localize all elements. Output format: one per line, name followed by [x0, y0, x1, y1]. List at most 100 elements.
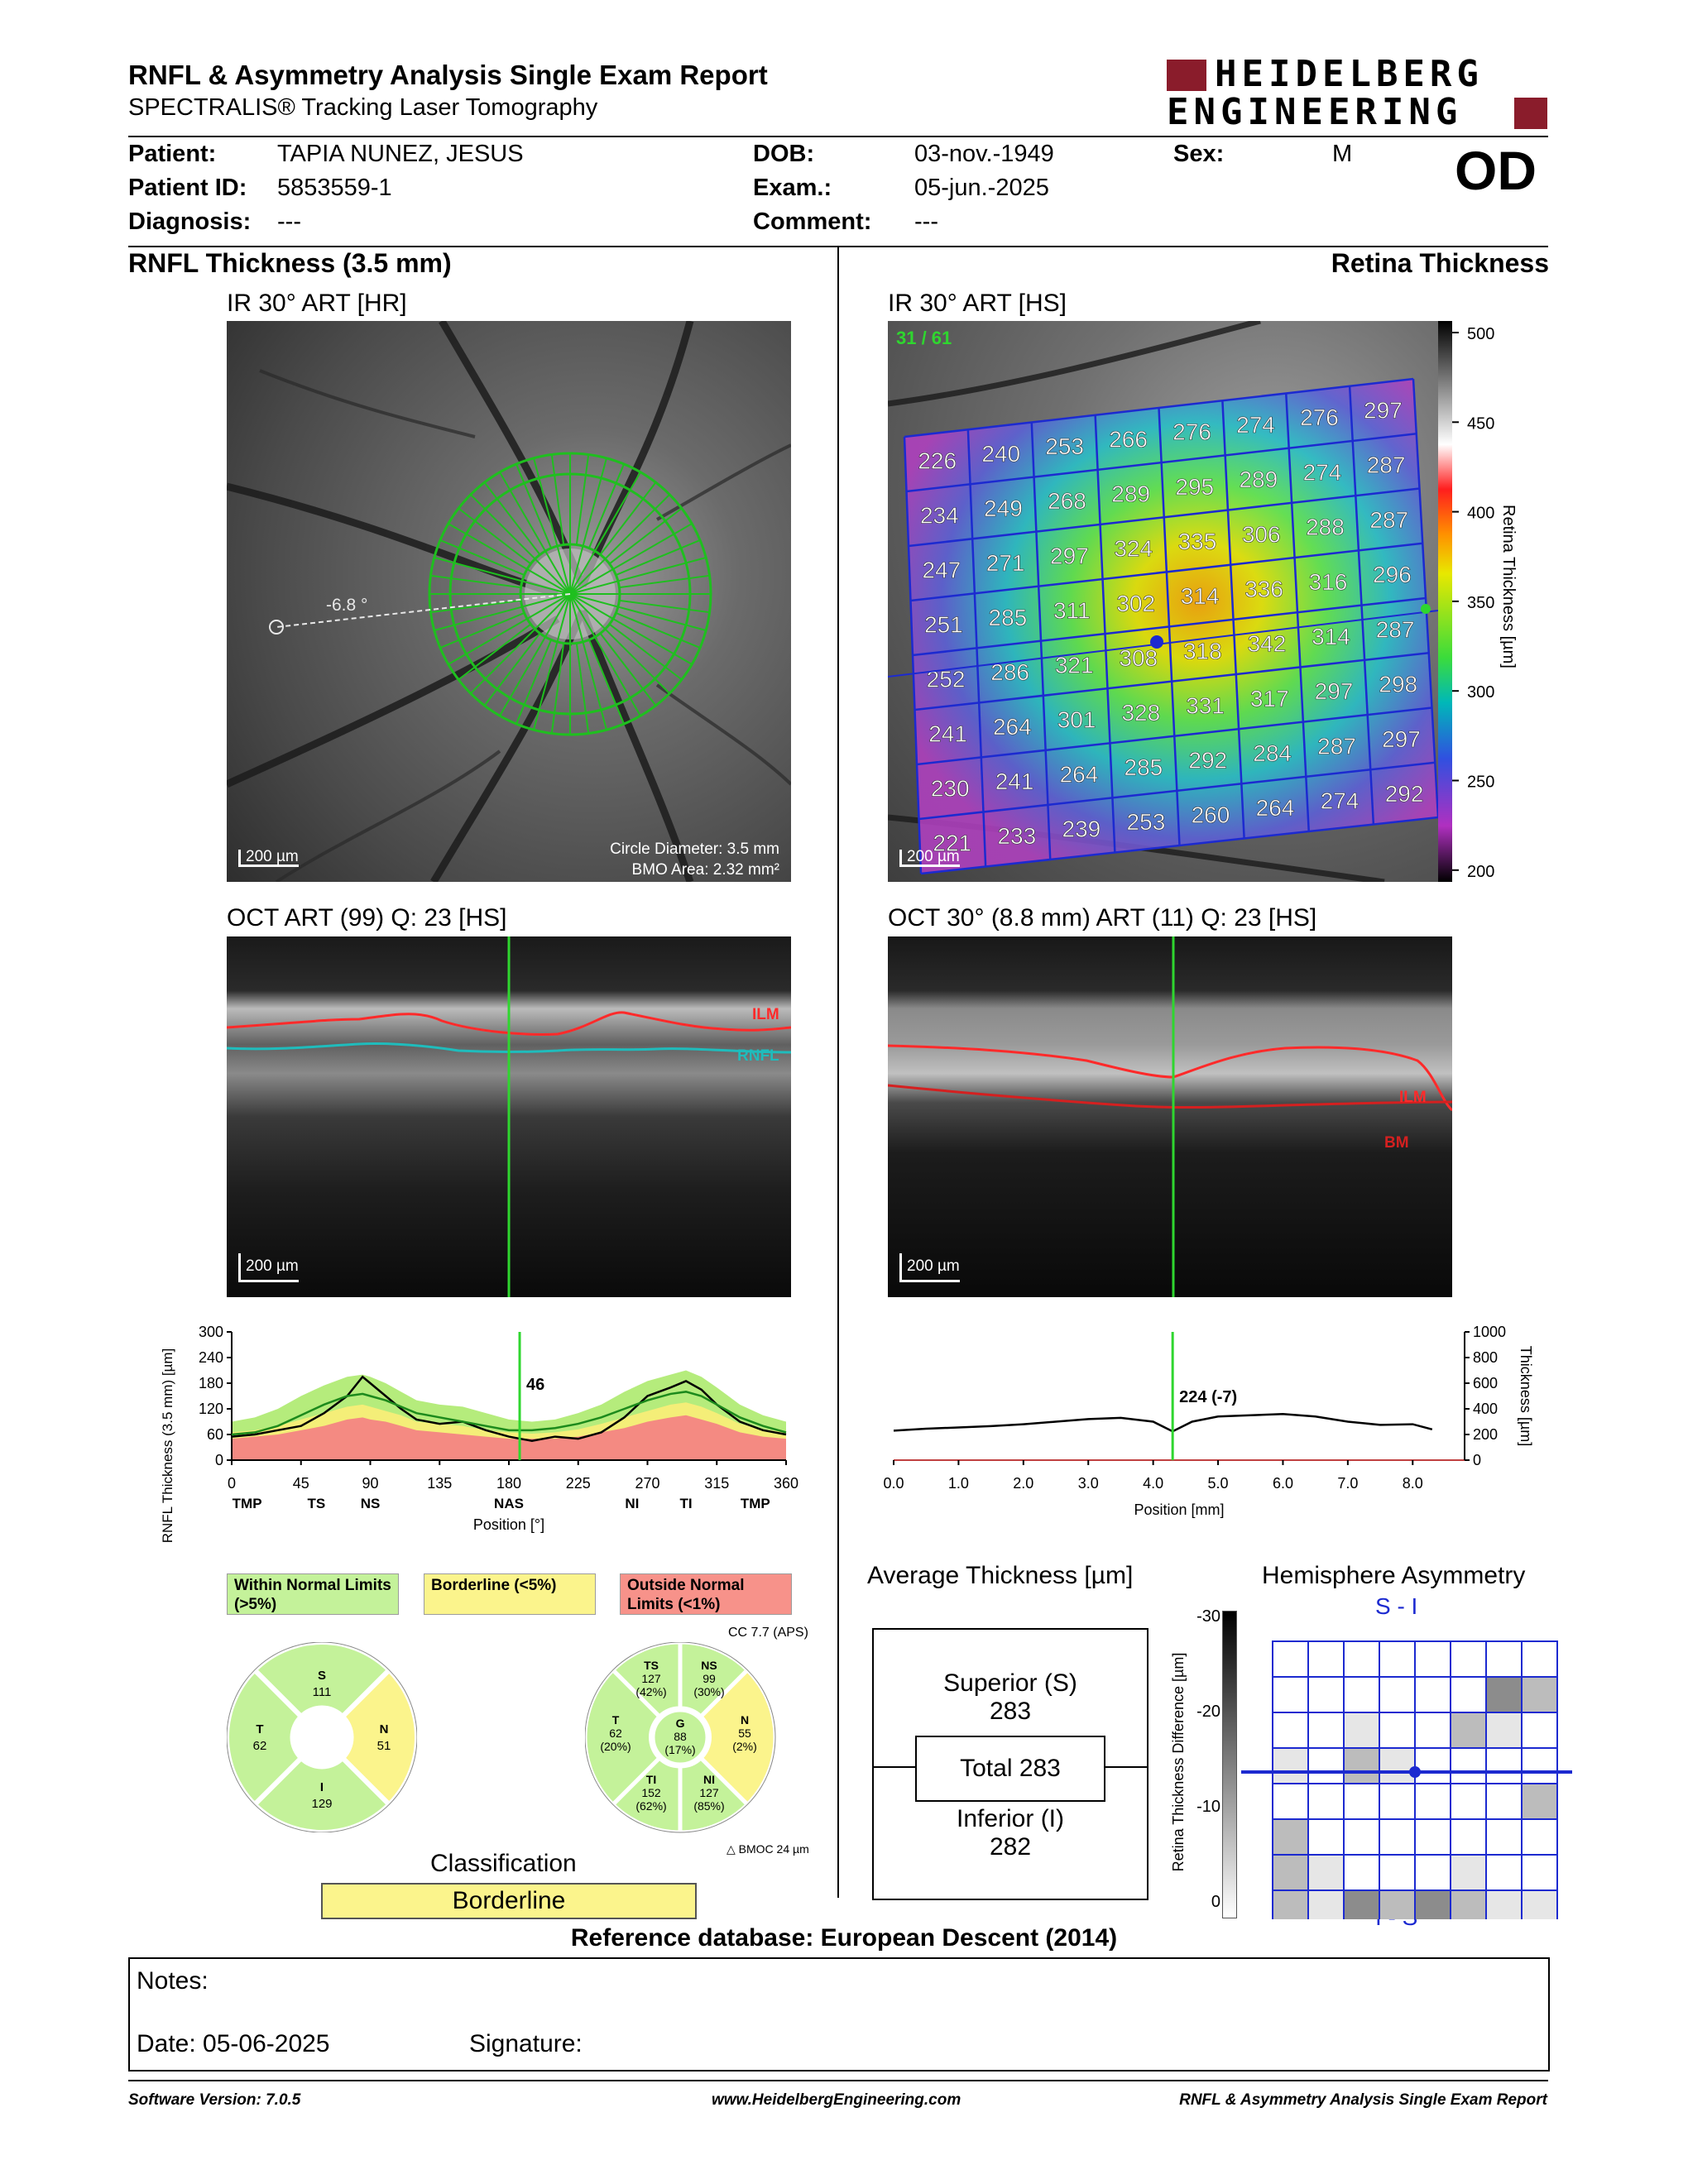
- scan-ray: [612, 618, 693, 665]
- grid-line-h: [918, 761, 1436, 821]
- svg-text:N: N: [741, 1713, 749, 1727]
- normative-mean-line: [231, 1391, 787, 1436]
- y-axis-label: RNFL Thickness (3.5 mm) [µm]: [160, 1348, 175, 1544]
- comment-label: Comment:: [753, 208, 872, 235]
- grid-cell-value: 240: [981, 441, 1020, 467]
- scan-ray: [608, 623, 683, 681]
- cc-label: CC 7.7 (APS): [728, 1626, 808, 1640]
- scan-ray: [448, 618, 528, 665]
- asym-cell: [1379, 1783, 1416, 1820]
- retina-ir-label: IR 30° ART [HS]: [888, 290, 1067, 317]
- band-outside-normal: [232, 1415, 786, 1460]
- svg-text:55: 55: [738, 1727, 751, 1740]
- cursor-value: 46: [526, 1376, 544, 1394]
- asym-cell: [1272, 1818, 1309, 1856]
- svg-text:152: 152: [641, 1786, 661, 1799]
- colorbar-label: Retina Thickness [µm]: [1499, 505, 1518, 668]
- asym-cell: [1485, 1640, 1523, 1678]
- grid-cell-value: 253: [1045, 433, 1084, 459]
- grid-cell-value: 289: [1239, 467, 1278, 492]
- notes-box[interactable]: Notes: Date: 05-06-2025 Signature:: [128, 1957, 1550, 2071]
- scan-ray: [594, 636, 641, 716]
- asym-cell: [1414, 1889, 1451, 1919]
- x-tick-label: 90: [362, 1475, 378, 1492]
- grid-cell-value: 276: [1300, 405, 1339, 430]
- delta-icon: △: [727, 1842, 736, 1856]
- grid-line-v: [1285, 393, 1310, 832]
- sector-axis-label: TS: [307, 1496, 325, 1511]
- asym-cell: [1450, 1854, 1487, 1891]
- oct-ilm-label-right: ILM: [1399, 1089, 1427, 1106]
- asym-cell: [1272, 1854, 1309, 1891]
- notes-label: Notes:: [137, 1967, 209, 1995]
- asym-cell: [1379, 1747, 1416, 1784]
- asym-cell: [1379, 1640, 1416, 1678]
- grid-cell-value: 296: [1373, 562, 1412, 587]
- asym-cell: [1521, 1747, 1558, 1784]
- retina-profile-chart: 0 200 400 600 800 1000 0.0 1.0 2.0 3.0 4.0 5.0 6.0 7.…: [883, 1324, 1534, 1518]
- grid-cell-value: 314: [1312, 624, 1350, 649]
- avg-thickness-box: Superior (S) 283 Total 283 Inferior (I) …: [872, 1628, 1149, 1900]
- svg-text:T: T: [256, 1722, 263, 1736]
- asym-cell: [1379, 1712, 1416, 1749]
- heidelberg-logo: HEIDELBERG ENGINEERING: [1167, 53, 1547, 133]
- circle-diameter: Circle Diameter: 3.5 mm: [610, 841, 779, 858]
- grid-cell-value: 302: [1116, 591, 1155, 616]
- legend-borderline: Borderline (<5%): [424, 1573, 596, 1615]
- scan-ray: [434, 557, 523, 582]
- dob-label: DOB:: [753, 141, 815, 167]
- sector-n-value: 51: [377, 1739, 391, 1753]
- classification-value: Borderline: [321, 1883, 697, 1919]
- scan-ray-inner: [569, 545, 584, 595]
- signature-label: Signature:: [469, 2030, 583, 2057]
- report-title: RNFL & Asymmetry Analysis Single Exam Re…: [128, 60, 768, 90]
- grid-cell-value: 274: [1321, 788, 1360, 814]
- scan-ray: [430, 574, 521, 589]
- retina-section-title: Retina Thickness: [1331, 248, 1549, 278]
- svg-text:S: S: [318, 1669, 326, 1683]
- y-tick-label: 240: [199, 1349, 223, 1366]
- svg-text:T: T: [612, 1713, 620, 1727]
- website-link[interactable]: www.HeidelbergEngineering.com: [712, 2091, 961, 2109]
- scan-ray: [470, 494, 536, 560]
- scan-ray-inner: [534, 593, 571, 630]
- grid-cell-value: 230: [931, 776, 970, 802]
- asym-cell: [1272, 1747, 1309, 1784]
- y-tick-label: 200: [1473, 1426, 1498, 1443]
- rnfl-angle-label: -6.8 °: [326, 596, 367, 615]
- grid-cell-value: 314: [1181, 583, 1220, 609]
- scan-ray: [470, 628, 536, 694]
- asym-cell: [1272, 1676, 1309, 1713]
- asym-cell: [1521, 1640, 1558, 1678]
- oct-ilm-label: ILM: [752, 1006, 779, 1023]
- hemisphere-title: Hemisphere Asymmetry: [1262, 1562, 1526, 1589]
- grid-cell-value: 260: [1192, 802, 1230, 828]
- y-tick-label: 120: [199, 1401, 223, 1417]
- scan-ray: [612, 523, 693, 570]
- x-tick-label: 315: [704, 1475, 729, 1492]
- grid-cell-value: 287: [1369, 507, 1408, 533]
- grid-cell-value: 289: [1111, 481, 1150, 507]
- grid-cell-value: 298: [1379, 672, 1417, 697]
- scan-ray: [594, 472, 641, 552]
- footer-report-name: RNFL & Asymmetry Analysis Single Exam Re…: [1179, 2091, 1547, 2109]
- scan-ray: [516, 463, 552, 548]
- scan-ray: [582, 641, 607, 730]
- svg-text:(17%): (17%): [664, 1743, 695, 1756]
- grid-line-h: [914, 652, 1429, 711]
- scan-ray: [483, 632, 541, 706]
- hemisphere-top-label: S - I: [1375, 1593, 1418, 1619]
- scan-ray: [616, 612, 701, 649]
- sector-chart-quadrants: S 111 T 62 N 51 I 129: [227, 1642, 417, 1832]
- patient-id-label: Patient ID:: [128, 175, 247, 201]
- grid-cell-value: 318: [1183, 638, 1222, 663]
- y-tick-label: 0: [215, 1452, 223, 1468]
- sector-s-value: 111: [313, 1685, 332, 1699]
- scan-ray: [550, 643, 565, 734]
- info-rule: [128, 246, 1548, 247]
- grid-line-h: [920, 816, 1438, 875]
- asym-cell: [1521, 1676, 1558, 1713]
- asym-cell: [1307, 1747, 1345, 1784]
- oct-bm-label: BM: [1384, 1134, 1409, 1152]
- scan-ray: [588, 463, 625, 548]
